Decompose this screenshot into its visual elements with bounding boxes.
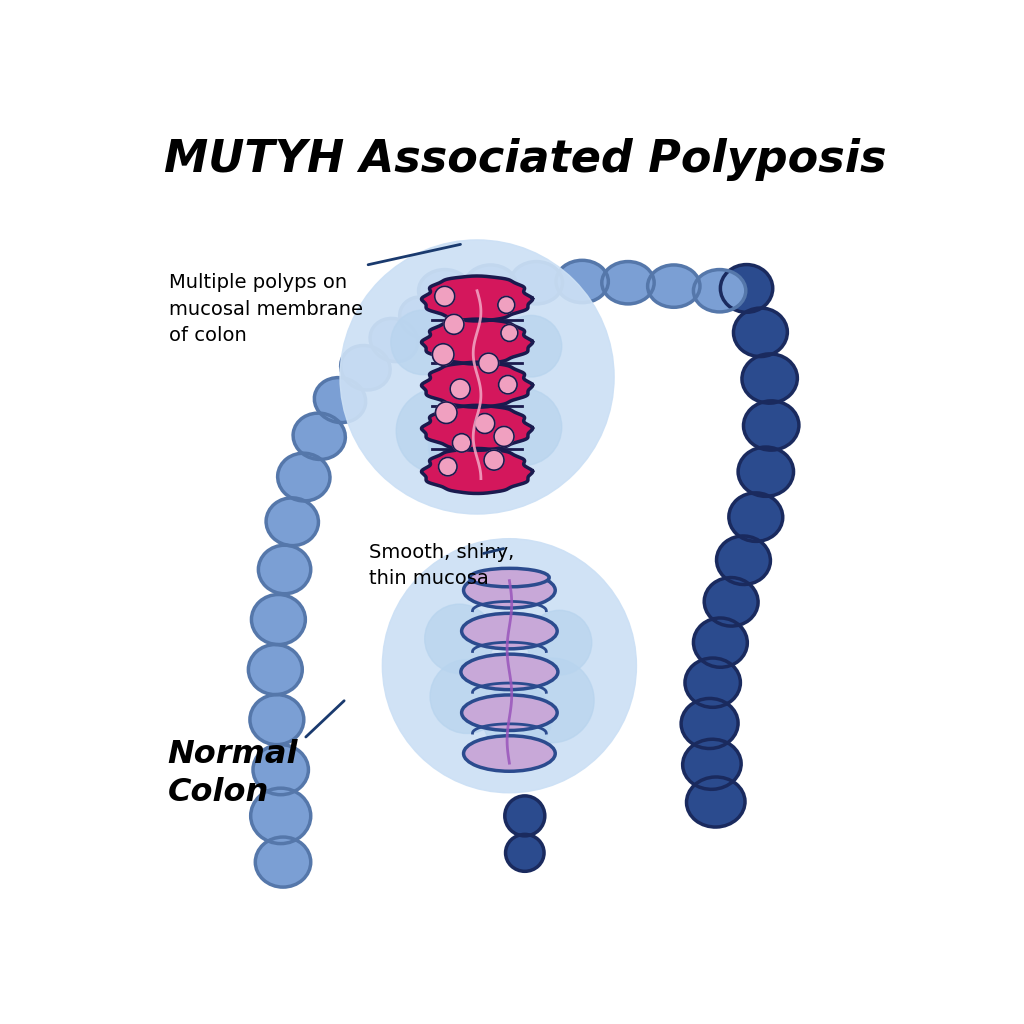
Circle shape [499, 376, 517, 394]
Ellipse shape [370, 318, 418, 361]
Ellipse shape [419, 269, 471, 312]
Ellipse shape [705, 578, 758, 626]
Ellipse shape [742, 354, 798, 403]
Ellipse shape [720, 264, 773, 312]
Ellipse shape [461, 654, 558, 689]
Ellipse shape [293, 413, 345, 460]
Ellipse shape [510, 261, 562, 304]
Circle shape [478, 353, 499, 373]
Polygon shape [422, 406, 532, 451]
Ellipse shape [505, 796, 545, 836]
Circle shape [435, 287, 455, 306]
Ellipse shape [733, 308, 787, 356]
Polygon shape [422, 276, 532, 321]
Polygon shape [422, 319, 532, 365]
Circle shape [475, 414, 495, 433]
Ellipse shape [462, 695, 557, 730]
Ellipse shape [470, 568, 549, 587]
Circle shape [484, 451, 504, 470]
Circle shape [438, 458, 457, 476]
Ellipse shape [464, 265, 517, 307]
Ellipse shape [729, 493, 782, 542]
Circle shape [527, 610, 592, 675]
Ellipse shape [647, 265, 700, 307]
Ellipse shape [341, 345, 390, 390]
Circle shape [396, 388, 481, 473]
Ellipse shape [602, 261, 654, 304]
Polygon shape [422, 362, 532, 408]
Circle shape [435, 402, 457, 424]
Ellipse shape [738, 447, 794, 497]
Ellipse shape [506, 835, 544, 871]
Ellipse shape [693, 618, 748, 668]
Ellipse shape [743, 400, 799, 451]
Ellipse shape [252, 595, 305, 644]
Circle shape [432, 344, 454, 366]
Ellipse shape [556, 260, 608, 303]
Circle shape [382, 539, 637, 793]
Ellipse shape [249, 644, 302, 694]
Ellipse shape [464, 572, 555, 608]
Ellipse shape [464, 736, 555, 771]
Circle shape [429, 410, 503, 483]
Circle shape [425, 604, 494, 674]
Ellipse shape [253, 744, 308, 795]
Circle shape [430, 659, 504, 733]
Circle shape [498, 296, 515, 313]
Ellipse shape [686, 777, 745, 827]
Circle shape [391, 310, 456, 375]
Polygon shape [422, 449, 532, 494]
Ellipse shape [278, 454, 330, 501]
Circle shape [340, 240, 614, 514]
Ellipse shape [683, 739, 741, 790]
Circle shape [500, 315, 562, 377]
Text: MUTYH Associated Polyposis: MUTYH Associated Polyposis [164, 138, 886, 181]
Ellipse shape [258, 545, 310, 594]
Ellipse shape [314, 378, 366, 423]
Circle shape [501, 325, 518, 341]
Ellipse shape [255, 837, 310, 887]
Ellipse shape [685, 658, 740, 708]
Circle shape [482, 683, 552, 753]
Circle shape [484, 388, 562, 466]
Circle shape [453, 433, 471, 453]
Ellipse shape [266, 498, 318, 546]
Circle shape [509, 658, 594, 742]
Ellipse shape [250, 694, 304, 744]
Ellipse shape [462, 613, 557, 649]
Circle shape [494, 426, 514, 446]
Circle shape [451, 379, 470, 399]
Ellipse shape [717, 536, 770, 585]
Circle shape [444, 314, 464, 334]
Text: Smooth, shiny,
thin mucosa: Smooth, shiny, thin mucosa [370, 543, 514, 588]
Ellipse shape [681, 698, 738, 749]
Ellipse shape [251, 788, 310, 844]
Ellipse shape [693, 269, 745, 312]
Text: Multiple polyps on
mucosal membrane
of colon: Multiple polyps on mucosal membrane of c… [169, 273, 364, 345]
Ellipse shape [399, 297, 446, 339]
Text: Normal
Colon: Normal Colon [168, 739, 298, 808]
